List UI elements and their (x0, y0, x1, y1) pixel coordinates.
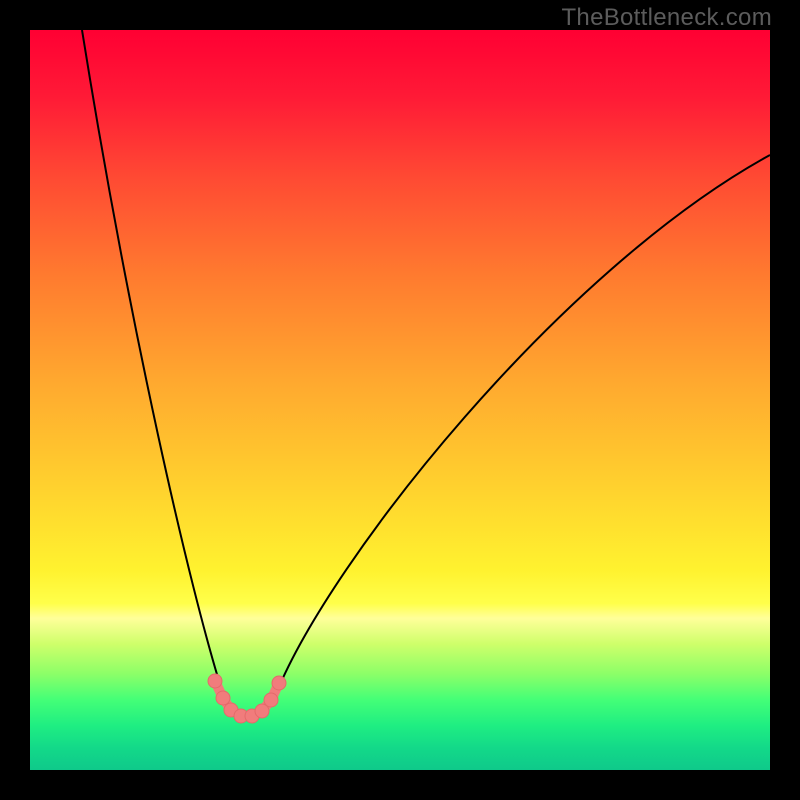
gradient-background (30, 30, 770, 770)
valley-dot (208, 674, 222, 688)
frame-left (0, 0, 30, 800)
valley-dot (264, 693, 278, 707)
plot-svg (30, 30, 770, 770)
valley-dot (216, 691, 230, 705)
plot-area (30, 30, 770, 770)
frame-bottom (0, 770, 800, 800)
valley-dot (272, 676, 286, 690)
watermark-text: TheBottleneck.com (561, 4, 772, 32)
frame-right (770, 0, 800, 800)
